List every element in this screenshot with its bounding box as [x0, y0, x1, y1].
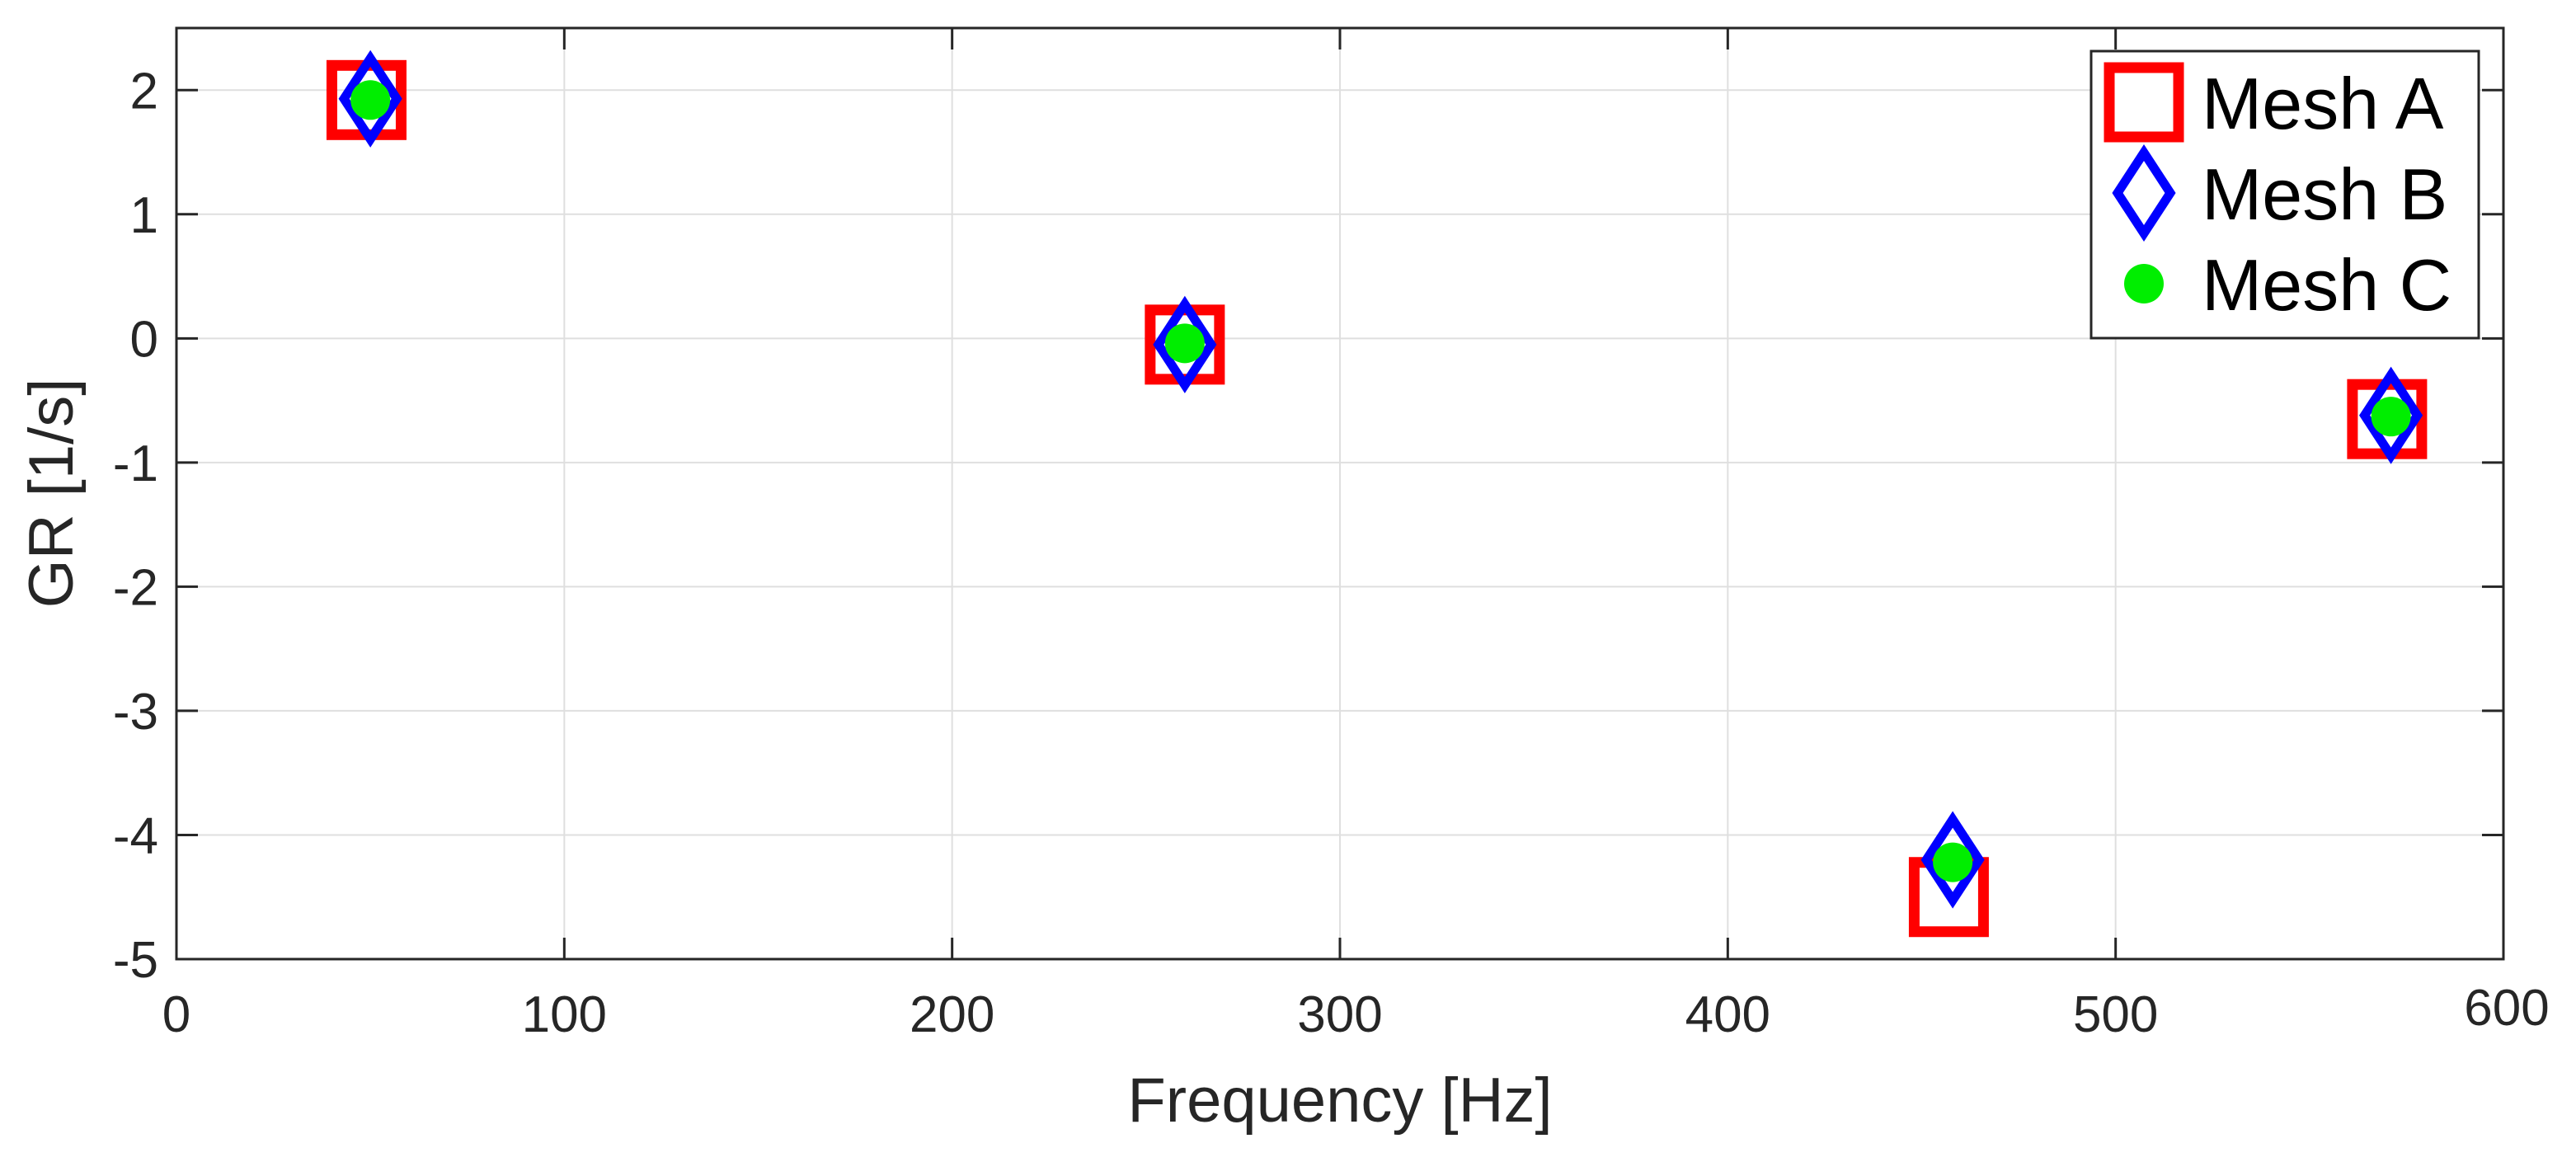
y-tick-label: 2 — [130, 63, 158, 120]
y-tick-label: -5 — [113, 932, 158, 989]
x-tick-label: 300 — [1297, 986, 1382, 1043]
mesh-b-marker — [338, 49, 402, 148]
y-tick-label: -3 — [113, 684, 158, 741]
y-axis-label: GR [1/s] — [16, 379, 87, 609]
x-tick-label: 600 — [2464, 980, 2549, 1037]
x-tick-label: 200 — [910, 986, 994, 1043]
mesh-b-marker — [1153, 295, 1217, 393]
y-tick-label: -4 — [113, 807, 158, 864]
legend: Mesh A Mesh B Mesh C — [2089, 49, 2480, 340]
mesh-c-marker — [2371, 397, 2411, 437]
x-tick-label: 400 — [1685, 986, 1770, 1043]
y-tick-label: -2 — [113, 559, 158, 616]
x-axis-label: Frequency [Hz] — [1127, 1066, 1552, 1136]
axis-ticks: 0 100 200 300 400 500 600 2 1 0 -1 -2 -3 -4 -5 — [113, 28, 2550, 1043]
legend-mesh-b-symbol — [2112, 143, 2176, 242]
mesh-c-marker — [1164, 323, 1205, 364]
legend-mesh-a-label: Mesh A — [2202, 63, 2444, 144]
y-tick-label: -1 — [113, 435, 158, 492]
mesh-b-marker — [1920, 811, 1985, 909]
legend-mesh-a-symbol — [2104, 62, 2184, 143]
x-tick-label: 0 — [162, 986, 190, 1043]
y-tick-label: 1 — [130, 187, 158, 244]
legend-mesh-c-symbol — [2124, 264, 2164, 303]
mesh-b-marker — [2359, 366, 2423, 464]
legend-mesh-b-label: Mesh B — [2202, 153, 2447, 235]
x-tick-label: 100 — [522, 986, 607, 1043]
y-tick-label: 0 — [130, 311, 158, 368]
data-markers — [326, 49, 2428, 938]
mesh-c-marker — [350, 80, 391, 120]
mesh-c-marker — [1933, 842, 1973, 882]
legend-mesh-c-label: Mesh C — [2202, 244, 2451, 326]
x-tick-label: 500 — [2073, 986, 2158, 1043]
